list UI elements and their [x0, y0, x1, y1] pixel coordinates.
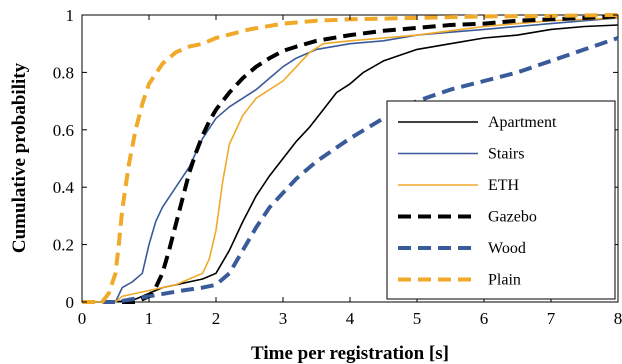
x-tick-label: 6: [480, 309, 489, 328]
x-axis-title: Time per registration [s]: [251, 343, 449, 364]
legend-label-apartment: Apartment: [488, 114, 557, 131]
legend-label-wood: Wood: [488, 240, 526, 257]
series-line-eth: [82, 17, 619, 303]
x-tick-label: 2: [212, 309, 221, 328]
plot-area: 0 1 2 3 4 5 6 7 8 0 0.2 0.4 0.6 0.8 1: [53, 6, 622, 328]
series-line-gazebo: [82, 14, 619, 304]
y-tick-label: 0.8: [53, 63, 74, 82]
x-tick-label: 1: [145, 309, 154, 328]
legend-label-stairs: Stairs: [488, 146, 524, 163]
y-tick-label: 0: [66, 293, 75, 312]
x-tick-label: 5: [413, 309, 422, 328]
x-tick-label: 4: [346, 309, 355, 328]
legend: Apartment Stairs ETH Gazebo Wood Plain: [386, 100, 616, 300]
series-layer: [82, 13, 619, 304]
x-tick-label: 8: [614, 309, 622, 328]
series-line-plain: [82, 13, 619, 304]
y-tick-label: 1: [66, 6, 75, 25]
x-tick-label: 3: [279, 309, 288, 328]
x-tick-label: 7: [547, 309, 556, 328]
legend-box: [386, 100, 616, 300]
legend-label-plain: Plain: [488, 272, 521, 289]
legend-label-gazebo: Gazebo: [488, 209, 537, 226]
x-tick-label: 0: [78, 309, 87, 328]
series-line-stairs: [82, 17, 619, 303]
tick-layer: 0 1 2 3 4 5 6 7 8 0 0.2 0.4 0.6 0.8 1: [53, 6, 622, 328]
y-tick-label: 0.2: [53, 236, 74, 255]
y-axis-title: Cumulative probability: [9, 62, 30, 253]
legend-label-eth: ETH: [488, 177, 520, 194]
y-tick-label: 0.6: [53, 121, 74, 140]
series-line-wood: [82, 36, 619, 304]
y-tick-label: 0.4: [53, 178, 75, 197]
